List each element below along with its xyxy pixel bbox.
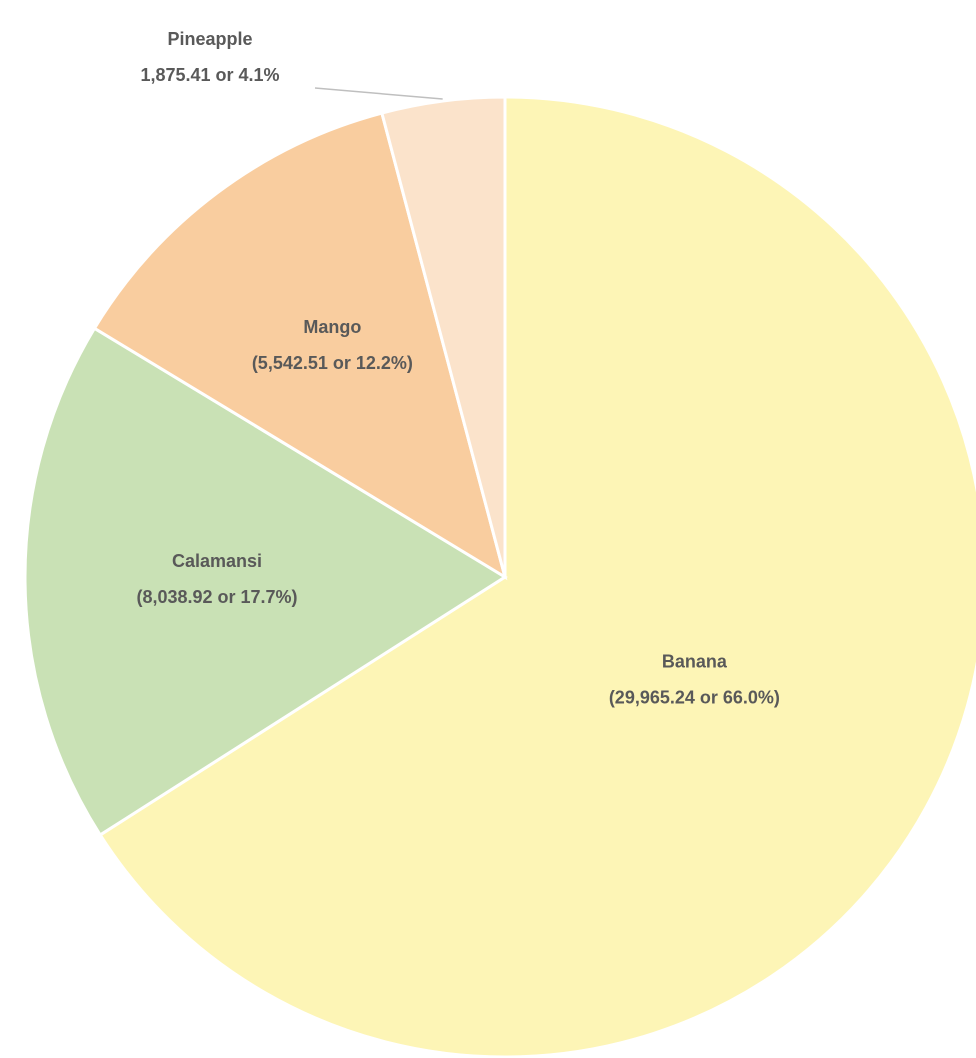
slice-value-label: (8,038.92 or 17.7%) <box>136 587 297 607</box>
pie-slice <box>98 95 976 1058</box>
pie-slice <box>92 111 508 581</box>
slice-value-label: (29,965.24 or 66.0%) <box>609 688 780 708</box>
leader-line <box>314 87 443 100</box>
slice-name: Mango <box>303 317 361 337</box>
pie-slice <box>380 95 507 578</box>
slice-name: Banana <box>662 652 728 672</box>
slice-value-label: (5,542.51 or 12.2%) <box>252 353 413 373</box>
slice-name: Calamansi <box>172 551 262 571</box>
slice-name: Pineapple <box>167 29 252 49</box>
pie-slice <box>23 326 508 838</box>
slice-value-label: 1,875.41 or 4.1% <box>140 65 279 85</box>
